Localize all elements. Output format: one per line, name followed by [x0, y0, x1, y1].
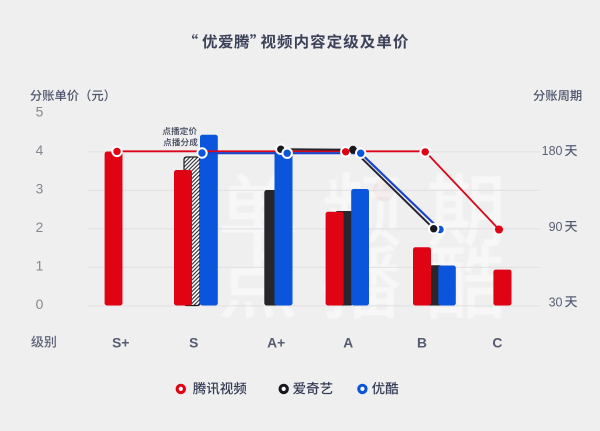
svg-text:0: 0: [36, 297, 44, 312]
svg-text:A: A: [343, 336, 353, 351]
svg-text:5: 5: [36, 105, 44, 120]
svg-text:2: 2: [36, 220, 44, 235]
svg-text:S+: S+: [112, 336, 129, 351]
svg-text:B: B: [417, 336, 427, 351]
svg-text:A+: A+: [267, 336, 285, 351]
svg-text:3: 3: [36, 182, 44, 197]
svg-text:S: S: [189, 336, 198, 351]
svg-text:30: 30: [549, 295, 563, 309]
svg-text:180: 180: [542, 144, 563, 158]
svg-text:1: 1: [36, 259, 44, 274]
svg-text:90: 90: [549, 220, 563, 234]
svg-text:C: C: [492, 336, 502, 351]
svg-text:4: 4: [36, 143, 44, 158]
